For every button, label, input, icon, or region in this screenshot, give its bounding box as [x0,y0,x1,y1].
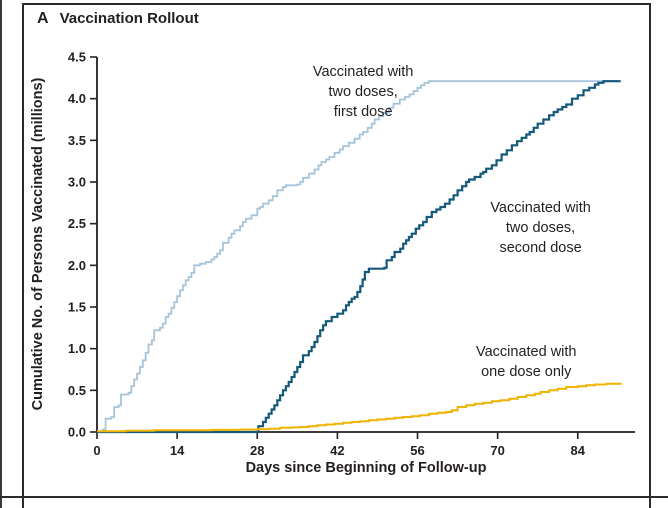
annotation-second-dose: Vaccinated with two doses, second dose [490,199,591,256]
y-tick-label: 4.5 [68,50,86,65]
series-first-dose-line [97,80,621,433]
panel-title: A Vaccination Rollout [37,10,199,28]
y-tick-label: 1.5 [68,300,86,315]
y-tick-label: 2.0 [68,258,86,273]
y-tick-label: 1.0 [68,341,86,356]
y-tick-label: 2.5 [68,216,86,231]
annotation-one-dose: Vaccinated with one dose only [476,344,577,380]
x-tick-label: 0 [93,443,100,458]
y-tick-label: 3.5 [68,133,86,148]
x-tick-label: 84 [571,443,586,458]
x-tick-label: 42 [330,443,344,458]
panel-letter: A [37,10,49,27]
series-one-dose-line [97,382,622,433]
x-tick-label: 14 [170,443,185,458]
x-tick-label: 28 [250,443,264,458]
y-tick-label: 0.0 [68,425,86,440]
x-tick-label: 56 [410,443,424,458]
y-tick-label: 0.5 [68,383,86,398]
figure-outer-left-border [0,0,2,508]
x-axis-label: Days since Beginning of Follow-up [245,460,487,476]
panel-divider-line [0,496,668,498]
x-tick-label: 70 [490,443,504,458]
panel-heading: Vaccination Rollout [59,10,199,27]
y-tick-label: 4.0 [68,91,86,106]
annotation-first-dose: Vaccinated with two doses, first dose [312,64,414,120]
y-tick-label: 3.0 [68,175,86,190]
series-second-dose-line [97,80,621,434]
panel-border [22,3,651,508]
